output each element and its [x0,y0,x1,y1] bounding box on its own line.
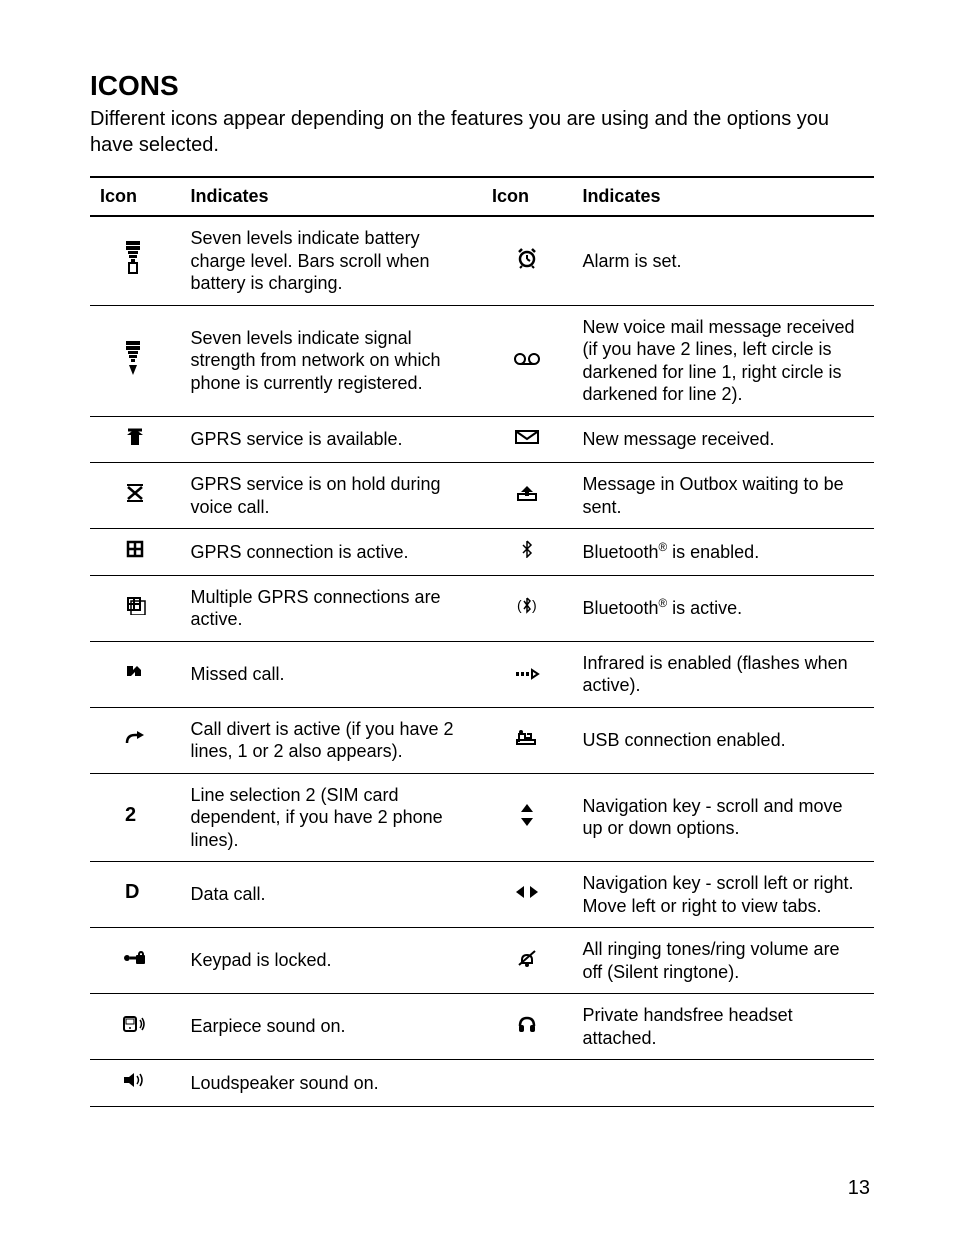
missed-call-icon [90,641,180,707]
loudspeaker-icon [90,1060,180,1107]
keypad-locked-icon [90,928,180,994]
indicates-cell: Navigation key - scroll and move up or d… [572,773,874,862]
gprs-active-icon [90,529,180,576]
page-title: ICONS [90,70,874,102]
header-icon-right: Icon [482,177,572,216]
infrared-icon [482,641,572,707]
indicates-cell: Call divert is active (if you have 2 lin… [180,707,482,773]
indicates-cell: GPRS service is on hold during voice cal… [180,463,482,529]
svg-text:): ) [532,597,537,613]
indicates-cell: Bluetooth® is active. [572,575,874,641]
indicates-cell: Bluetooth® is enabled. [572,529,874,576]
table-row: GPRS service is on hold during voice cal… [90,463,874,529]
intro-text: Different icons appear depending on the … [90,106,874,158]
table-header-row: Icon Indicates Icon Indicates [90,177,874,216]
gprs-hold-icon [90,463,180,529]
usb-icon [482,707,572,773]
svg-text:D: D [125,882,139,902]
indicates-cell: Earpiece sound on. [180,994,482,1060]
silent-icon [482,928,572,994]
call-divert-icon [90,707,180,773]
indicates-cell: Message in Outbox waiting to be sent. [572,463,874,529]
line-2-icon: 2 [90,773,180,862]
voicemail-icon [482,305,572,416]
indicates-cell: Data call. [180,862,482,928]
indicates-cell: New message received. [572,416,874,463]
indicates-cell: Alarm is set. [572,216,874,305]
table-row: Earpiece sound on. Private handsfree head… [90,994,874,1060]
svg-text:2: 2 [125,805,136,825]
indicates-cell [572,1060,874,1107]
battery-level-icon [90,216,180,305]
table-row: Call divert is active (if you have 2 lin… [90,707,874,773]
table-row: GPRS service is available. New message re… [90,416,874,463]
icons-table: Icon Indicates Icon Indicates Seven leve… [90,176,874,1107]
table-row: Seven levels indicate signal strength fr… [90,305,874,416]
table-row: Loudspeaker sound on. [90,1060,874,1107]
indicates-cell: Private handsfree headset attached. [572,994,874,1060]
manual-page: ICONS Different icons appear depending o… [0,0,954,1248]
indicates-cell: Multiple GPRS connections are active. [180,575,482,641]
page-number: 13 [848,1177,870,1200]
indicates-cell: GPRS service is available. [180,416,482,463]
empty-cell [482,1060,572,1107]
gprs-available-icon [90,416,180,463]
new-message-icon [482,416,572,463]
indicates-cell: USB connection enabled. [572,707,874,773]
indicates-cell: Line selection 2 (SIM card dependent, if… [180,773,482,862]
indicates-cell: New voice mail message received (if you … [572,305,874,416]
header-icon-left: Icon [90,177,180,216]
indicates-cell: GPRS connection is active. [180,529,482,576]
table-row: Multiple GPRS connections are active.()B… [90,575,874,641]
indicates-cell: Loudspeaker sound on. [180,1060,482,1107]
alarm-clock-icon [482,216,572,305]
outbox-icon [482,463,572,529]
data-call-icon: D [90,862,180,928]
table-row: Seven levels indicate battery charge lev… [90,216,874,305]
header-indicates-left: Indicates [180,177,482,216]
table-row: GPRS connection is active. Bluetooth® is … [90,529,874,576]
svg-text:(: ( [517,597,522,613]
indicates-cell: Missed call. [180,641,482,707]
signal-strength-icon [90,305,180,416]
headset-icon [482,994,572,1060]
indicates-cell: Seven levels indicate signal strength fr… [180,305,482,416]
table-row: 2 Line selection 2 (SIM card dependent, i… [90,773,874,862]
indicates-cell: Navigation key - scroll left or right. M… [572,862,874,928]
gprs-multi-icon [90,575,180,641]
header-indicates-right: Indicates [572,177,874,216]
table-row: Missed call. Infrared is enabled (flashes… [90,641,874,707]
indicates-cell: All ringing tones/ring volume are off (S… [572,928,874,994]
indicates-cell: Seven levels indicate battery charge lev… [180,216,482,305]
table-row: Keypad is locked. All ringing tones/ring … [90,928,874,994]
indicates-cell: Infrared is enabled (flashes when active… [572,641,874,707]
earpiece-icon [90,994,180,1060]
indicates-cell: Keypad is locked. [180,928,482,994]
bluetooth-enabled-icon [482,529,572,576]
nav-leftright-icon [482,862,572,928]
table-row: D Data call. Navigation key - scroll left … [90,862,874,928]
nav-updown-icon [482,773,572,862]
bluetooth-active-icon: () [482,575,572,641]
